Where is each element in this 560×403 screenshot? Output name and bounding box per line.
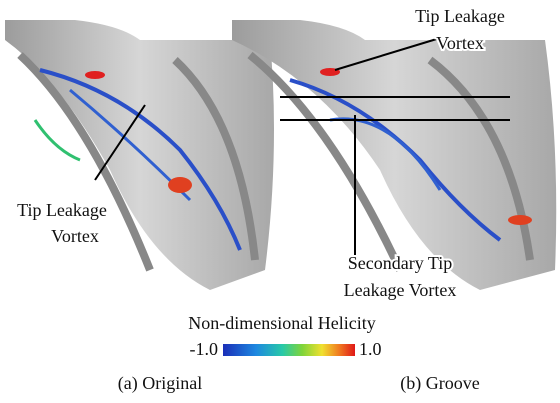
annotation: Tip Leakage: [415, 6, 505, 26]
panel-original: Tip Leakage Vortex (a) Original: [5, 20, 274, 394]
caption: (b) Groove: [400, 373, 479, 394]
colorbar-gradient: [223, 344, 355, 356]
colorbar-title: Non-dimensional Helicity: [188, 313, 375, 333]
vortex: [85, 71, 105, 79]
annotation: Vortex: [51, 226, 99, 246]
colorbar-min: -1.0: [190, 339, 219, 359]
vortex: [508, 215, 532, 225]
panel-groove: Tip Leakage Vortex Secondary Tip Leakage…: [232, 6, 556, 394]
colorbar: Non-dimensional Helicity -1.0 1.0: [188, 313, 381, 359]
annotation: Vortex: [436, 33, 484, 53]
figure: Tip Leakage Vortex (a) Original Tip Leak…: [0, 0, 560, 403]
annotation: Secondary Tip: [348, 253, 453, 273]
annotation: Leakage Vortex: [344, 280, 457, 300]
vortex: [168, 177, 192, 193]
colorbar-max: 1.0: [359, 339, 382, 359]
caption: (a) Original: [118, 373, 202, 394]
annotation: Tip Leakage: [17, 200, 107, 220]
